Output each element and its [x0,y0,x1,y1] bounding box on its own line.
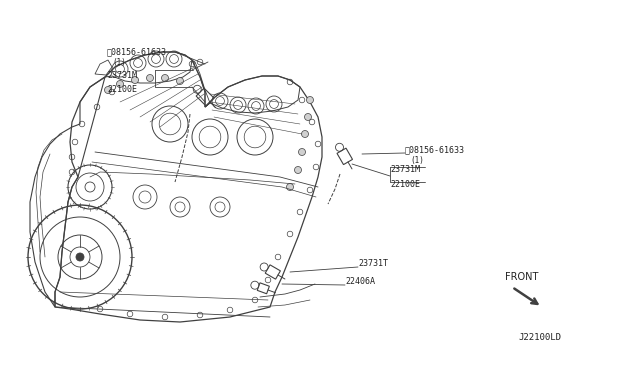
Text: (1): (1) [410,155,424,164]
Text: (1): (1) [112,58,126,67]
Text: J22100LD: J22100LD [518,333,561,341]
Circle shape [287,183,294,190]
Circle shape [161,74,168,81]
Circle shape [131,77,138,83]
Text: 08156-61633: 08156-61633 [107,48,167,57]
Text: 23731M: 23731M [390,164,420,173]
Circle shape [104,87,111,93]
Text: 22406A: 22406A [345,278,375,286]
Text: 22100E: 22100E [107,84,137,93]
Text: 23731T: 23731T [358,260,388,269]
Text: 22100E: 22100E [390,180,420,189]
Text: FRONT: FRONT [505,272,538,282]
Circle shape [116,80,124,87]
Text: 08156-61633: 08156-61633 [405,145,465,154]
Circle shape [307,96,314,103]
Circle shape [76,253,84,261]
Circle shape [147,74,154,81]
Circle shape [301,131,308,138]
Circle shape [305,113,312,121]
Text: 23731M: 23731M [107,71,137,80]
Circle shape [177,77,184,84]
Circle shape [294,167,301,173]
Circle shape [298,148,305,155]
